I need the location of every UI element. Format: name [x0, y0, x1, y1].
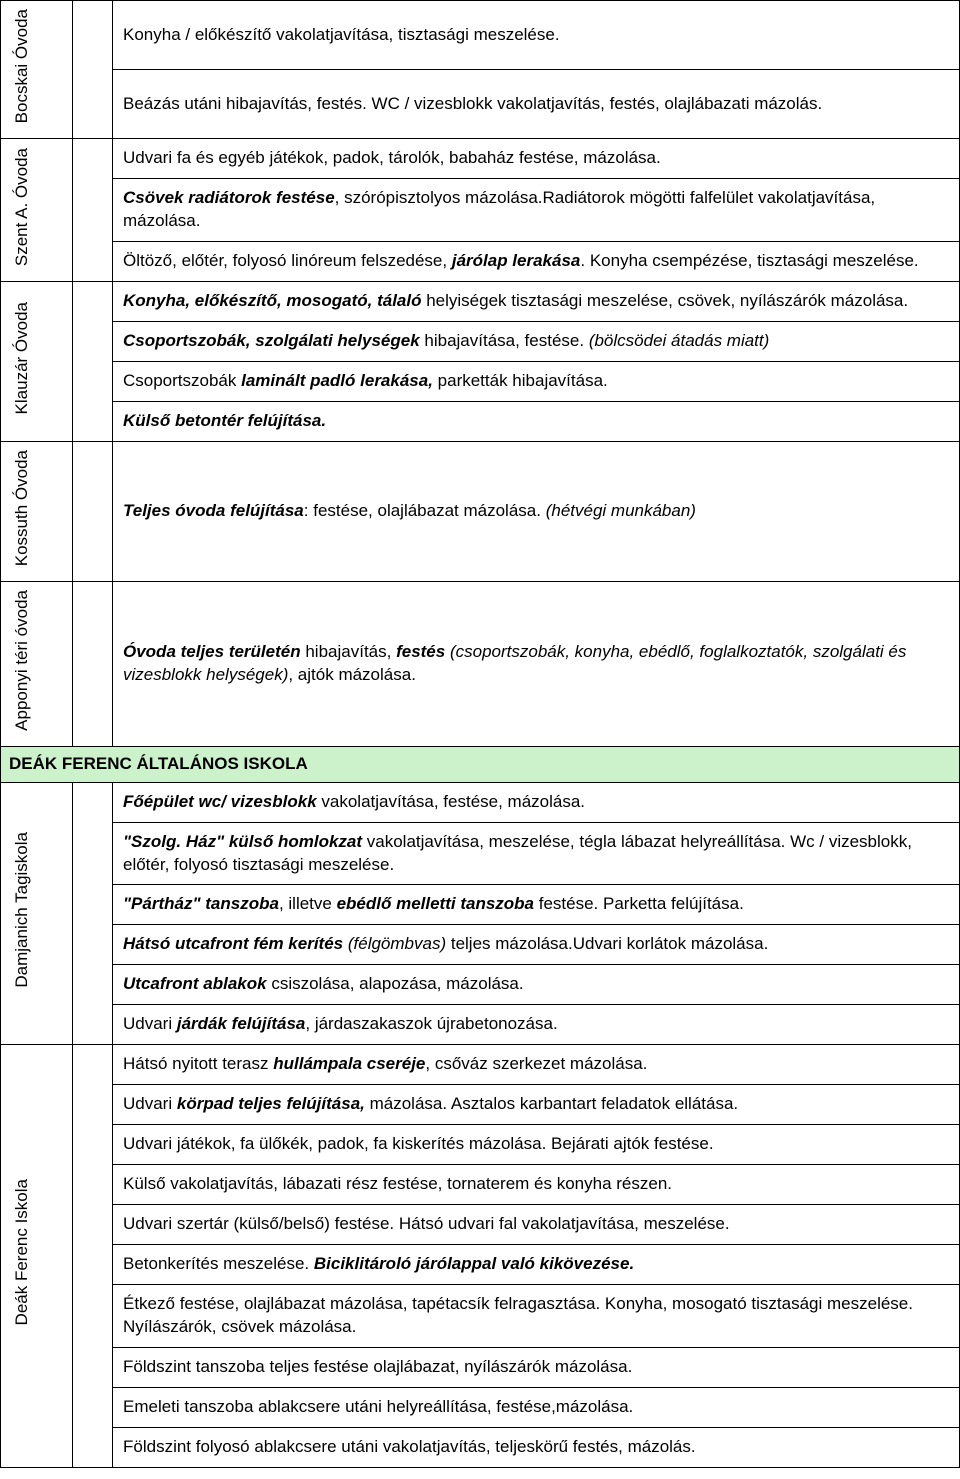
- table-row: Öltöző, előtér, folyosó linóreum felszed…: [1, 242, 960, 282]
- table-row: Betonkerítés meszelése. Biciklitároló já…: [1, 1244, 960, 1284]
- task-cell: Betonkerítés meszelése. Biciklitároló já…: [113, 1244, 960, 1284]
- task-cell: Konyha / előkészítő vakolatjavítása, tis…: [113, 1, 960, 70]
- task-cell: Külső vakolatjavítás, lábazati rész fest…: [113, 1165, 960, 1205]
- table-row: "Szolg. Ház" külső homlokzat vakolatjaví…: [1, 822, 960, 885]
- task-cell: "Pártház" tanszoba, illetve ebédlő melle…: [113, 885, 960, 925]
- group-label-cell: Klauzár Óvoda: [1, 282, 73, 442]
- table-row: Hátsó utcafront fém kerítés (félgömbvas)…: [1, 925, 960, 965]
- table-row: Csoportszobák laminált padló lerakása, p…: [1, 361, 960, 401]
- group-label: Bocskai Óvoda: [11, 9, 62, 123]
- group-label: Kossuth Óvoda: [11, 450, 62, 566]
- task-cell: Beázás utáni hibajavítás, festés. WC / v…: [113, 70, 960, 139]
- task-cell: "Szolg. Ház" külső homlokzat vakolatjaví…: [113, 822, 960, 885]
- table-row: Apponyi téri óvoda Óvoda teljes területén…: [1, 581, 960, 746]
- group-label: Damjanich Tagiskola: [11, 832, 62, 988]
- task-cell: Csoportszobák laminált padló lerakása, p…: [113, 361, 960, 401]
- table-row: Kossuth Óvoda Teljes óvoda felújítása: fe…: [1, 441, 960, 581]
- task-cell: Csövek radiátorok festése, szórópisztoly…: [113, 179, 960, 242]
- table-row: Damjanich TagiskolaFőépület wc/ vizesblo…: [1, 782, 960, 822]
- table-row: Külső vakolatjavítás, lábazati rész fest…: [1, 1165, 960, 1205]
- group-label-cell: Apponyi téri óvoda: [1, 581, 73, 746]
- table-row: Udvari körpad teljes felújítása, mázolás…: [1, 1085, 960, 1125]
- table-row: Udvari járdák felújítása, járdaszakaszok…: [1, 1005, 960, 1045]
- group-label: Apponyi téri óvoda: [11, 590, 62, 731]
- table-row: Földszint tanszoba teljes festése olajlá…: [1, 1347, 960, 1387]
- gap-cell: [73, 782, 113, 1045]
- gap-cell: [73, 282, 113, 442]
- task-cell: Földszint folyosó ablakcsere utáni vakol…: [113, 1427, 960, 1467]
- table-row: "Pártház" tanszoba, illetve ebédlő melle…: [1, 885, 960, 925]
- group-label-cell: Szent A. Óvoda: [1, 139, 73, 282]
- section-header-row: DEÁK FERENC ÁLTALÁNOS ISKOLA: [1, 746, 960, 782]
- task-cell: Utcafront ablakok csiszolása, alapozása,…: [113, 965, 960, 1005]
- task-cell: Udvari járdák felújítása, járdaszakaszok…: [113, 1005, 960, 1045]
- table-row: Külső betontér felújítása.: [1, 401, 960, 441]
- group-label-cell: Bocskai Óvoda: [1, 1, 73, 139]
- maintenance-table: Bocskai Óvoda Konyha / előkészítő vakolat…: [0, 0, 960, 1468]
- task-cell: Udvari fa és egyéb játékok, padok, tárol…: [113, 139, 960, 179]
- task-cell: Főépület wc/ vizesblokk vakolatjavítása,…: [113, 782, 960, 822]
- table-row: Udvari játékok, fa ülőkék, padok, fa kis…: [1, 1125, 960, 1165]
- gap-cell: [73, 1045, 113, 1467]
- table-row: Utcafront ablakok csiszolása, alapozása,…: [1, 965, 960, 1005]
- group-label-cell: Deák Ferenc Iskola: [1, 1045, 73, 1467]
- group-label-cell: Kossuth Óvoda: [1, 441, 73, 581]
- gap-cell: [73, 581, 113, 746]
- table-row: Csövek radiátorok festése, szórópisztoly…: [1, 179, 960, 242]
- task-cell: Udvari szertár (külső/belső) festése. Há…: [113, 1204, 960, 1244]
- table-row: Deák Ferenc IskolaHátsó nyitott terasz h…: [1, 1045, 960, 1085]
- group-label: Deák Ferenc Iskola: [11, 1179, 62, 1325]
- group-label: Klauzár Óvoda: [11, 302, 62, 414]
- task-cell: Udvari játékok, fa ülőkék, padok, fa kis…: [113, 1125, 960, 1165]
- task-cell: Konyha, előkészítő, mosogató, tálaló hel…: [113, 282, 960, 322]
- table-row: Emeleti tanszoba ablakcsere utáni helyre…: [1, 1387, 960, 1427]
- task-cell: Udvari körpad teljes felújítása, mázolás…: [113, 1085, 960, 1125]
- table-row: Csoportszobák, szolgálati helységek hiba…: [1, 321, 960, 361]
- table-row: Étkező festése, olajlábazat mázolása, ta…: [1, 1284, 960, 1347]
- table-row: Bocskai ÓvodaKonyha / előkészítő vakolat…: [1, 1, 960, 70]
- gap-cell: [73, 1, 113, 139]
- task-cell: Földszint tanszoba teljes festése olajlá…: [113, 1347, 960, 1387]
- task-cell: Öltöző, előtér, folyosó linóreum felszed…: [113, 242, 960, 282]
- group-label-cell: Damjanich Tagiskola: [1, 782, 73, 1045]
- task-cell: Étkező festése, olajlábazat mázolása, ta…: [113, 1284, 960, 1347]
- task-cell: Hátsó utcafront fém kerítés (félgömbvas)…: [113, 925, 960, 965]
- gap-cell: [73, 139, 113, 282]
- task-cell: Csoportszobák, szolgálati helységek hiba…: [113, 321, 960, 361]
- task-cell: Külső betontér felújítása.: [113, 401, 960, 441]
- task-cell: Teljes óvoda felújítása: festése, olajlá…: [113, 441, 960, 581]
- table-row: Földszint folyosó ablakcsere utáni vakol…: [1, 1427, 960, 1467]
- section-header: DEÁK FERENC ÁLTALÁNOS ISKOLA: [1, 746, 960, 782]
- table-row: Szent A. ÓvodaUdvari fa és egyéb játékok…: [1, 139, 960, 179]
- gap-cell: [73, 441, 113, 581]
- table-row: Beázás utáni hibajavítás, festés. WC / v…: [1, 70, 960, 139]
- page: Bocskai Óvoda Konyha / előkészítő vakolat…: [0, 0, 960, 1468]
- task-cell: Óvoda teljes területén hibajavítás, fest…: [113, 581, 960, 746]
- table-row: Udvari szertár (külső/belső) festése. Há…: [1, 1204, 960, 1244]
- task-cell: Hátsó nyitott terasz hullámpala cseréje,…: [113, 1045, 960, 1085]
- group-label: Szent A. Óvoda: [11, 148, 62, 266]
- task-cell: Emeleti tanszoba ablakcsere utáni helyre…: [113, 1387, 960, 1427]
- table-row: Klauzár ÓvodaKonyha, előkészítő, mosogat…: [1, 282, 960, 322]
